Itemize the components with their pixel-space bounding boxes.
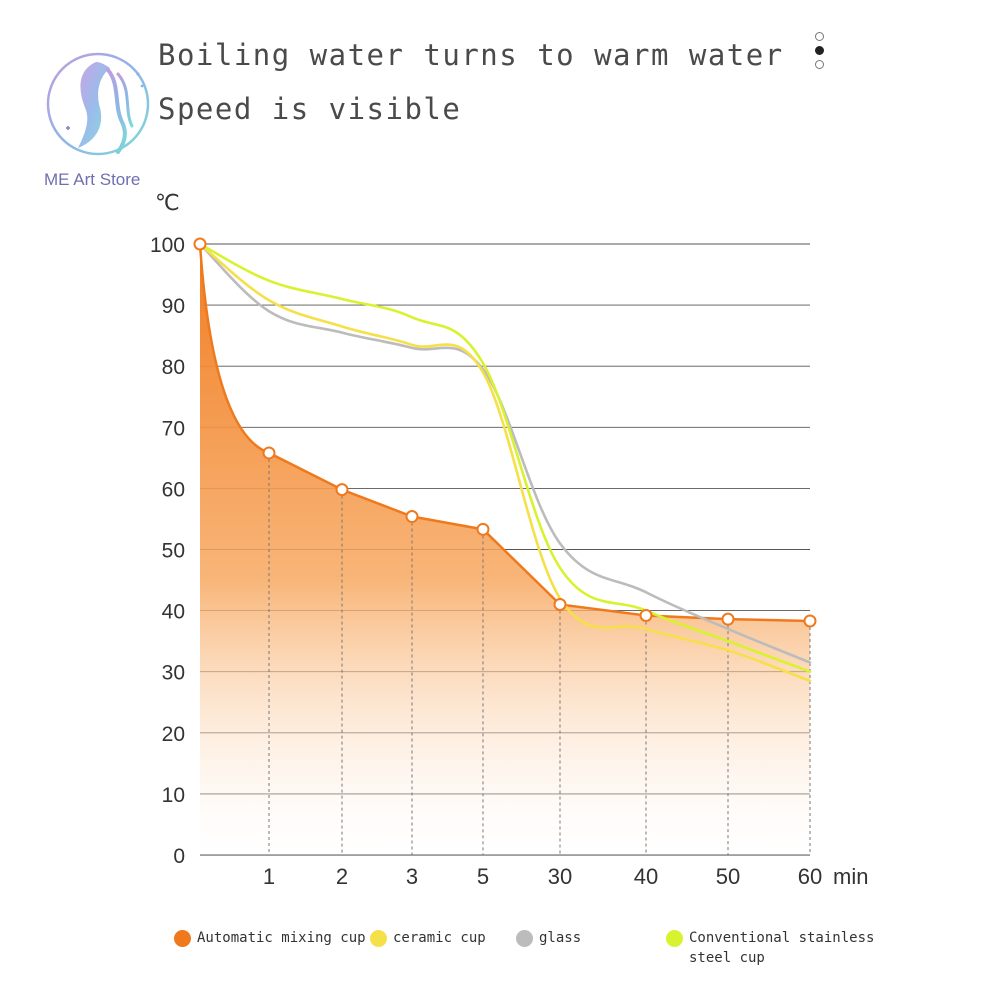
data-point-marker: [405, 510, 419, 524]
x-axis-unit-label: min: [833, 864, 868, 889]
title-line-1: Boiling water turns to warm water: [158, 38, 784, 72]
line-conventional-stainless-steel-cup: [198, 242, 812, 673]
y-tick-label: 10: [162, 784, 185, 807]
y-tick-label: 90: [162, 295, 185, 318]
logo-text: ME Art Store: [44, 170, 141, 189]
pager-dot[interactable]: [815, 32, 824, 41]
area-layer: [200, 244, 810, 855]
y-tick-label: 50: [162, 540, 185, 563]
data-point-marker: [639, 608, 653, 622]
legend-item-automatic-mixing-cup: Automatic mixing cup: [174, 928, 366, 948]
data-point-marker: [721, 612, 735, 626]
data-point-marker: [476, 522, 490, 536]
slide-pager[interactable]: [812, 30, 828, 74]
area-automatic-mixing-cup: [200, 244, 810, 855]
markers: [193, 237, 817, 628]
legend-label: glass: [539, 930, 582, 946]
legend-label: Conventional stainless steel cup: [689, 930, 875, 966]
y-tick-label: 60: [162, 478, 185, 501]
y-axis-unit-label: ℃: [155, 191, 180, 216]
x-tick-label: 2: [336, 864, 348, 889]
x-tick-label: 3: [406, 864, 418, 889]
legend-item-ceramic-cup: ceramic cup: [370, 928, 486, 948]
pager-dot[interactable]: [815, 46, 824, 55]
x-tick-label: 50: [716, 864, 740, 889]
legend-swatch: [174, 930, 191, 947]
x-tick-label: 40: [634, 864, 658, 889]
title-line-2: Speed is visible: [158, 92, 462, 126]
y-tick-label: 30: [162, 662, 185, 685]
y-tick-label: 40: [162, 601, 185, 624]
legend-item-stainless-steel-cup: Conventional stainless steel cup: [666, 928, 879, 968]
x-tick-label: 60: [798, 864, 822, 889]
chart-legend: Automatic mixing cup ceramic cup glass C…: [0, 928, 1000, 988]
pager-dot[interactable]: [815, 60, 824, 69]
y-tick-label: 80: [162, 356, 185, 379]
legend-swatch: [516, 930, 533, 947]
axis-labels: 0 10 20 30 40 50 60 70 80 90 100 ℃ 1 2 3 5 30 40 50 60 min: [150, 191, 869, 889]
data-point-marker: [803, 614, 817, 628]
y-tick-label: 100: [150, 234, 185, 257]
legend-swatch: [370, 930, 387, 947]
data-point-marker: [193, 237, 207, 251]
data-point-marker: [553, 597, 567, 611]
legend-label: ceramic cup: [393, 930, 486, 946]
y-tick-label: 20: [162, 723, 185, 746]
legend-item-glass: glass: [516, 928, 581, 948]
x-tick-label: 30: [548, 864, 572, 889]
y-tick-label: 0: [173, 845, 185, 868]
me-art-store-logo: [46, 52, 150, 156]
line-ceramic-cup: [198, 242, 812, 683]
legend-label: Automatic mixing cup: [197, 930, 366, 946]
y-tick-label: 70: [162, 417, 185, 440]
series-lines: [198, 242, 812, 683]
data-point-marker: [335, 483, 349, 497]
data-point-marker: [262, 446, 276, 460]
vertical-guides: [268, 452, 811, 855]
legend-swatch: [666, 930, 683, 947]
x-tick-label: 1: [263, 864, 275, 889]
x-tick-label: 5: [477, 864, 489, 889]
line-automatic-mixing-cup: [198, 243, 811, 623]
